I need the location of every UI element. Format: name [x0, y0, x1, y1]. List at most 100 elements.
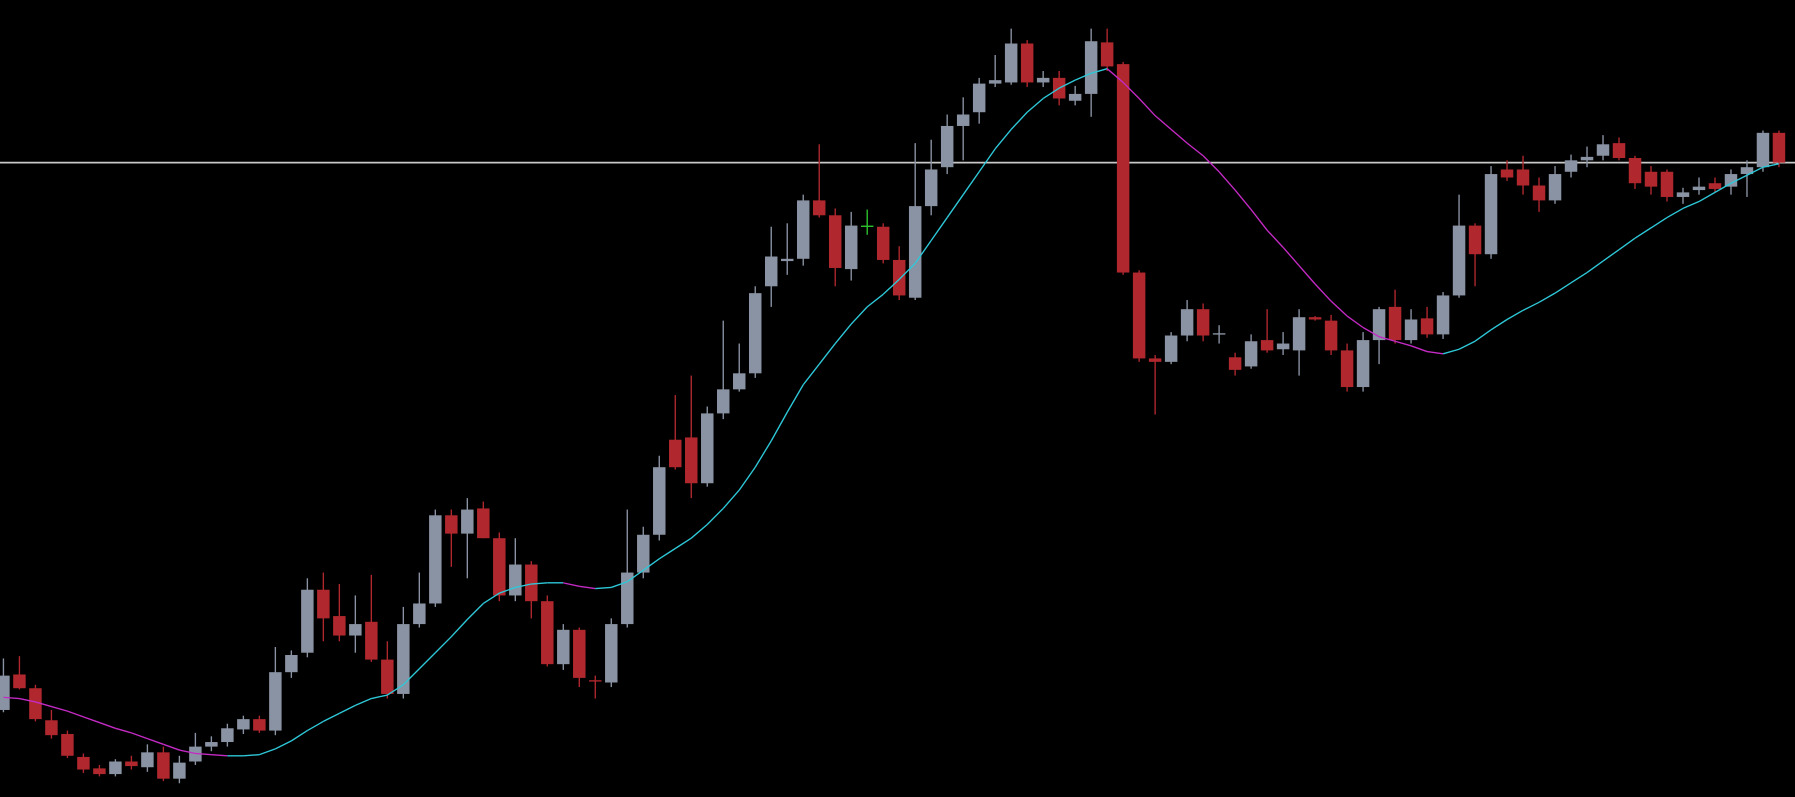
candle-body — [221, 728, 234, 743]
candle-body — [605, 624, 618, 683]
candle-body — [45, 720, 58, 736]
candle-body — [1276, 343, 1290, 350]
moving-average-segment — [914, 240, 932, 264]
moving-average-segment — [115, 727, 132, 734]
candle-body — [988, 80, 1002, 84]
moving-average-segment — [3, 696, 20, 700]
candle-body — [557, 629, 570, 665]
moving-average-segment — [499, 586, 516, 594]
candle-body — [301, 589, 314, 653]
candle-body — [1484, 174, 1498, 255]
candle-body — [285, 655, 298, 673]
candle-body — [237, 719, 250, 730]
moving-average-segment — [1362, 326, 1380, 338]
candle-body — [205, 742, 218, 747]
candle-body — [1372, 309, 1386, 341]
moving-average-segment — [1570, 271, 1588, 284]
moving-average-segment — [386, 684, 404, 696]
moving-average-segment — [1634, 227, 1652, 239]
candle-body — [589, 680, 602, 682]
moving-average-segment — [1618, 237, 1636, 251]
candle-body — [669, 439, 682, 468]
candle-body — [1308, 317, 1322, 320]
candle-body — [1228, 357, 1242, 370]
candle-body — [381, 659, 394, 694]
moving-average-segment — [323, 712, 340, 723]
candle-body — [269, 672, 282, 731]
moving-average-segment — [882, 278, 900, 295]
candle-body — [349, 624, 362, 636]
candle-body — [253, 719, 266, 731]
candle-body — [525, 564, 538, 602]
moving-average-segment — [434, 636, 452, 654]
candle-body — [1452, 225, 1466, 296]
candle-body — [429, 515, 442, 604]
moving-average-segment — [611, 581, 628, 589]
candle-body — [1164, 335, 1178, 362]
candle-body — [685, 437, 698, 484]
candle-body — [77, 756, 90, 770]
moving-average-segment — [1346, 315, 1364, 329]
moving-average-segment — [1426, 350, 1444, 355]
moving-average-segment — [786, 384, 804, 413]
moving-average-segment — [1186, 142, 1204, 157]
moving-average-segment — [1138, 98, 1156, 117]
moving-average-segment — [1042, 87, 1060, 100]
candle-body — [477, 508, 490, 539]
moving-average-segment — [1074, 72, 1092, 81]
moving-average-segment — [1314, 283, 1332, 302]
candle-body — [173, 762, 186, 779]
moving-average-segment — [898, 262, 916, 280]
candle-body — [749, 293, 762, 374]
moving-average-segment — [1378, 336, 1396, 342]
candle-body — [1324, 320, 1338, 351]
moving-average-segment — [1650, 216, 1668, 229]
moving-average-segment — [482, 592, 500, 605]
candle-body — [1532, 185, 1546, 201]
moving-average-segment — [1250, 209, 1268, 231]
moving-average-segment — [1586, 260, 1604, 274]
moving-average-segment — [195, 752, 212, 756]
candle-body — [1516, 169, 1530, 186]
candle-body — [796, 200, 810, 259]
candle-body — [1020, 43, 1034, 83]
candle-body — [109, 761, 122, 775]
candle-body — [828, 215, 842, 268]
moving-average-segment — [163, 743, 180, 751]
moving-average-segment — [275, 740, 292, 750]
moving-average-segment — [418, 652, 436, 670]
candle-body — [780, 258, 794, 262]
candle-body — [1404, 319, 1418, 341]
candle-body — [1692, 186, 1706, 191]
candle-body — [1676, 192, 1690, 197]
candle-body — [509, 564, 522, 596]
moving-average-segment — [738, 466, 756, 491]
moving-average-segment — [450, 619, 468, 638]
candle-body — [1468, 225, 1482, 255]
candle-body — [1580, 156, 1594, 161]
candle-body — [924, 169, 938, 207]
moving-average-segment — [83, 716, 100, 724]
candle-body — [860, 225, 874, 227]
moving-average-segment — [147, 737, 164, 745]
moving-average-segment — [1010, 111, 1028, 130]
candle-body — [717, 389, 730, 414]
moving-average-segment — [1682, 200, 1700, 210]
moving-average-segment — [1698, 191, 1716, 203]
moving-average-segment — [307, 720, 324, 732]
moving-average-segment — [579, 585, 596, 590]
candle-body — [1596, 144, 1610, 156]
moving-average-segment — [1410, 345, 1428, 353]
candle-body — [956, 114, 970, 126]
candle-body — [157, 752, 170, 779]
moving-average-segment — [1666, 207, 1684, 219]
moving-average-segment — [1218, 171, 1236, 191]
candle-body — [1660, 171, 1674, 197]
candle-body — [1548, 174, 1562, 201]
moving-average-segment — [1298, 265, 1316, 285]
moving-average-segment — [834, 323, 852, 344]
moving-average-segment — [402, 668, 420, 686]
moving-average-segment — [1026, 97, 1044, 113]
